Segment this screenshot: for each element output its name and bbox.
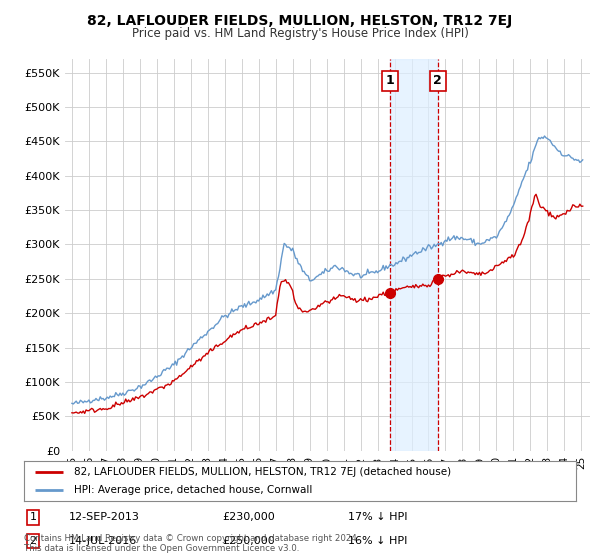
Text: 14-JUL-2016: 14-JUL-2016 <box>69 536 137 546</box>
Text: £250,000: £250,000 <box>222 536 275 546</box>
Text: 1: 1 <box>385 74 394 87</box>
Text: 2: 2 <box>29 536 37 546</box>
Text: 1: 1 <box>29 512 37 522</box>
Text: 82, LAFLOUDER FIELDS, MULLION, HELSTON, TR12 7EJ: 82, LAFLOUDER FIELDS, MULLION, HELSTON, … <box>88 14 512 28</box>
Bar <box>390 59 437 451</box>
Text: 82, LAFLOUDER FIELDS, MULLION, HELSTON, TR12 7EJ (detached house): 82, LAFLOUDER FIELDS, MULLION, HELSTON, … <box>74 467 451 477</box>
Text: Price paid vs. HM Land Registry's House Price Index (HPI): Price paid vs. HM Land Registry's House … <box>131 27 469 40</box>
Text: £230,000: £230,000 <box>222 512 275 522</box>
Text: Contains HM Land Registry data © Crown copyright and database right 2024.
This d: Contains HM Land Registry data © Crown c… <box>24 534 359 553</box>
Text: 17% ↓ HPI: 17% ↓ HPI <box>348 512 407 522</box>
Text: 2: 2 <box>433 74 442 87</box>
Text: 16% ↓ HPI: 16% ↓ HPI <box>348 536 407 546</box>
Text: HPI: Average price, detached house, Cornwall: HPI: Average price, detached house, Corn… <box>74 485 312 495</box>
Text: 12-SEP-2013: 12-SEP-2013 <box>69 512 140 522</box>
